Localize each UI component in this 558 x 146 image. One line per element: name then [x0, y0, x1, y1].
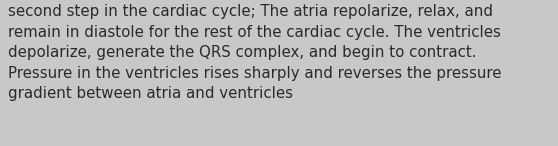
Text: second step in the cardiac cycle; The atria repolarize, relax, and
remain in dia: second step in the cardiac cycle; The at…	[8, 4, 501, 101]
